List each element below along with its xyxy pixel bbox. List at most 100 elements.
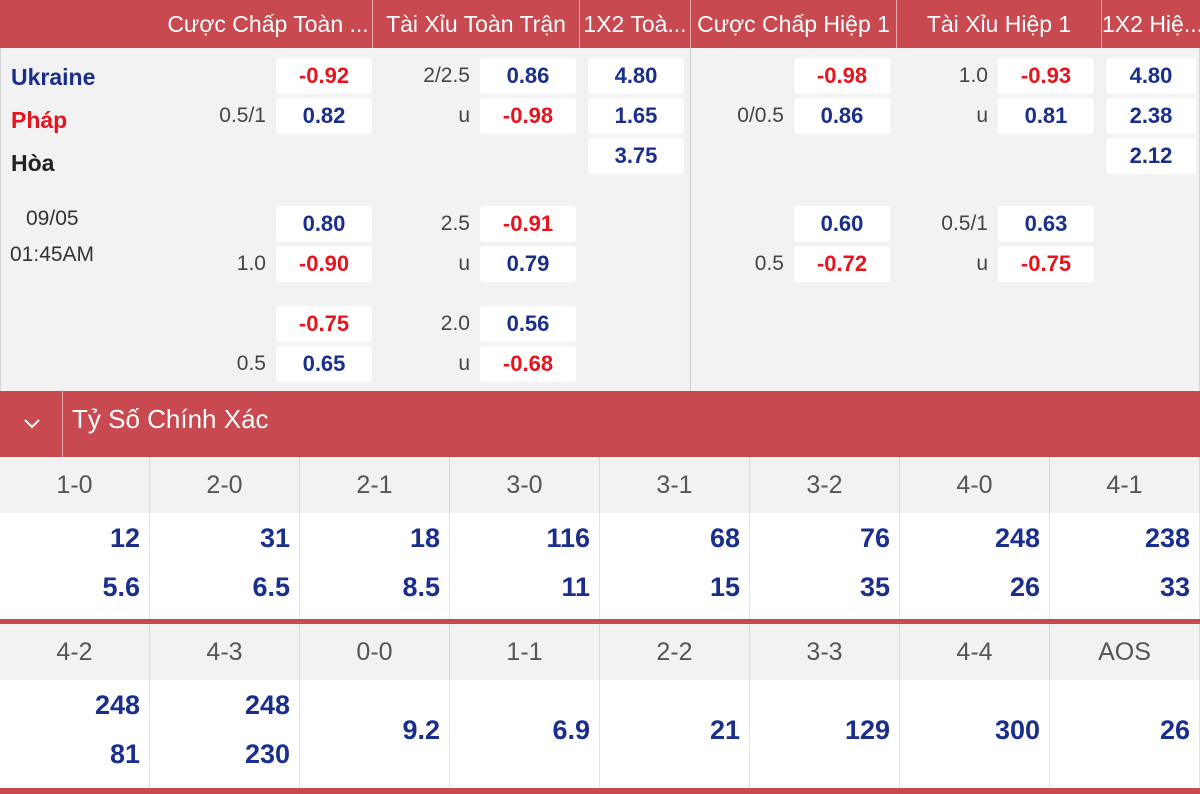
- score-odds-value[interactable]: 116: [546, 523, 590, 553]
- odds-cell[interactable]: -0.68: [480, 346, 576, 382]
- score-odds-cell[interactable]: [600, 513, 750, 619]
- odds-cell[interactable]: 0.60: [794, 206, 890, 242]
- odds-cell[interactable]: -0.93: [998, 58, 1094, 94]
- score-odds-value[interactable]: 76: [859, 523, 890, 553]
- odds-cell[interactable]: 0.86: [480, 58, 576, 94]
- score-odds-value[interactable]: 248: [94, 690, 140, 720]
- header-divider: [579, 0, 580, 48]
- score-odds-value[interactable]: 68: [709, 523, 740, 553]
- score-odds-cell[interactable]: [1050, 680, 1200, 788]
- score-odds-value[interactable]: 26: [1159, 715, 1190, 745]
- score-odds-cell[interactable]: [0, 513, 150, 619]
- odds-cell[interactable]: -0.72: [794, 246, 890, 282]
- ou-line: 2/2.5: [423, 64, 470, 87]
- col-half-over-under[interactable]: Tài Xỉu Hiệp 1: [926, 11, 1072, 37]
- under-label: u: [458, 352, 470, 375]
- odds-cell[interactable]: 0.65: [276, 346, 372, 382]
- score-odds-value[interactable]: 31: [259, 523, 290, 553]
- odds-cell[interactable]: 0.63: [998, 206, 1094, 242]
- odds-cell[interactable]: 1.65: [588, 98, 684, 134]
- score-odds-value[interactable]: 248: [994, 523, 1040, 553]
- odds-cell[interactable]: -0.90: [276, 246, 372, 282]
- score-odds-value[interactable]: 35: [859, 572, 890, 602]
- bar-divider: [62, 391, 63, 457]
- score-label: 0-0: [300, 624, 450, 680]
- score-odds-value[interactable]: 230: [244, 739, 290, 769]
- odds-cell[interactable]: 2.12: [1106, 138, 1196, 174]
- score-odds-value[interactable]: 26: [1009, 572, 1040, 602]
- odds-cell[interactable]: 4.80: [1106, 58, 1196, 94]
- score-label: 2-2: [600, 624, 750, 680]
- chevron-down-icon[interactable]: [12, 403, 52, 443]
- score-odds-value[interactable]: 21: [709, 715, 740, 745]
- score-odds-value[interactable]: 6.5: [252, 572, 290, 602]
- score-label: 2-1: [300, 457, 450, 513]
- score-label: 4-2: [0, 624, 150, 680]
- odds-cell[interactable]: 4.80: [588, 58, 684, 94]
- odds-cell[interactable]: 0.80: [276, 206, 372, 242]
- draw-label: Hòa: [11, 150, 55, 176]
- odds-cell[interactable]: 0.81: [998, 98, 1094, 134]
- ou-line: 1.0: [958, 64, 988, 87]
- odds-cell[interactable]: 3.75: [588, 138, 684, 174]
- odds-cell[interactable]: 0.82: [276, 98, 372, 134]
- correct-score-bar[interactable]: Tỷ Số Chính Xác: [0, 391, 1200, 457]
- score-odds-cell[interactable]: [900, 513, 1050, 619]
- odds-cell[interactable]: -0.75: [998, 246, 1094, 282]
- score-odds-value[interactable]: 18: [409, 523, 440, 553]
- header-divider: [1101, 0, 1102, 48]
- score-label: 1-0: [0, 457, 150, 513]
- score-odds-value[interactable]: 33: [1159, 572, 1190, 602]
- odds-cell[interactable]: 0.79: [480, 246, 576, 282]
- score-odds-value[interactable]: 238: [1144, 523, 1190, 553]
- score-odds-cell[interactable]: [450, 513, 600, 619]
- score-odds-value[interactable]: 300: [994, 715, 1040, 745]
- ou-line: 2.5: [440, 212, 470, 235]
- score-odds-cell[interactable]: [900, 680, 1050, 788]
- score-odds-cell[interactable]: [300, 513, 450, 619]
- score-odds-value[interactable]: 129: [844, 715, 890, 745]
- score-odds-cell[interactable]: [300, 680, 450, 788]
- col-half-handicap[interactable]: Cược Chấp Hiệp 1: [697, 11, 890, 37]
- odds-cell[interactable]: -0.92: [276, 58, 372, 94]
- away-team[interactable]: Pháp: [11, 107, 68, 133]
- handicap-line: 0.5: [236, 352, 266, 375]
- score-odds-value[interactable]: 11: [561, 572, 590, 602]
- odds-cell[interactable]: -0.91: [480, 206, 576, 242]
- col-half-1x2[interactable]: 1X2 Hiệ...: [1102, 11, 1200, 37]
- score-label: 4-3: [150, 624, 300, 680]
- col-full-1x2[interactable]: 1X2 Toà...: [583, 11, 687, 37]
- score-odds-cell[interactable]: [0, 680, 150, 788]
- odds-cell[interactable]: 0.56: [480, 306, 576, 342]
- score-odds-value[interactable]: 6.9: [552, 715, 590, 745]
- score-odds-cell[interactable]: [150, 680, 300, 788]
- score-odds-value[interactable]: 248: [244, 690, 290, 720]
- col-full-handicap[interactable]: Cược Chấp Toàn ...: [167, 11, 369, 37]
- score-odds-cell[interactable]: [150, 513, 300, 619]
- col-full-over-under[interactable]: Tài Xỉu Toàn Trận: [386, 11, 566, 37]
- score-odds-value[interactable]: 12: [109, 523, 140, 553]
- odds-cell[interactable]: 2.38: [1106, 98, 1196, 134]
- home-team[interactable]: Ukraine: [11, 64, 96, 90]
- score-odds-value[interactable]: 81: [109, 739, 140, 769]
- score-odds-cell[interactable]: [750, 513, 900, 619]
- score-odds-cell[interactable]: [1050, 513, 1200, 619]
- odds-cell[interactable]: -0.98: [794, 58, 890, 94]
- odds-cell[interactable]: -0.75: [276, 306, 372, 342]
- score-odds-value[interactable]: 5.6: [102, 572, 140, 602]
- score-odds-cell[interactable]: [750, 680, 900, 788]
- score-label: 3-2: [750, 457, 900, 513]
- score-odds-cell[interactable]: [450, 680, 600, 788]
- correct-score-row: 1-0 12 5.6 2-0 31 6.5 2-1 18 8.5 3-0 116 11 3-1 68 15 3…: [0, 457, 1200, 619]
- score-odds-value[interactable]: 15: [709, 572, 740, 602]
- handicap-line: 0.5/1: [219, 104, 266, 127]
- score-odds-value[interactable]: 8.5: [402, 572, 440, 602]
- under-label: u: [458, 252, 470, 275]
- score-label: 1-1: [450, 624, 600, 680]
- header-divider: [896, 0, 897, 48]
- row-divider: [0, 788, 1200, 794]
- odds-cell[interactable]: -0.98: [480, 98, 576, 134]
- score-odds-value[interactable]: 9.2: [402, 715, 440, 745]
- score-odds-cell[interactable]: [600, 680, 750, 788]
- odds-cell[interactable]: 0.86: [794, 98, 890, 134]
